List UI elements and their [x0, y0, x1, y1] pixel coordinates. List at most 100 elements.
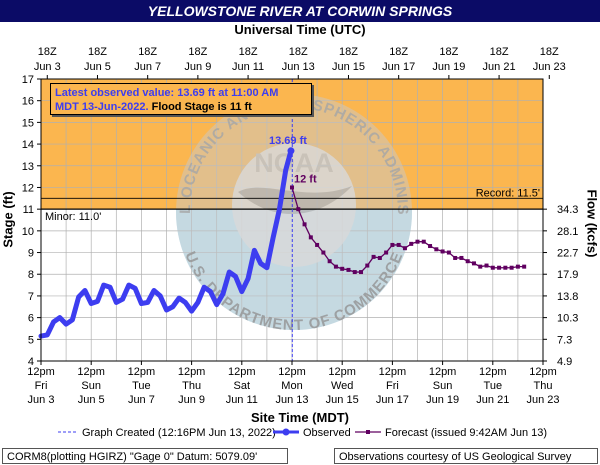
bottom-tick-label-date: Jun 9 — [178, 394, 205, 406]
forecast-point — [321, 250, 326, 255]
observed-series-line — [38, 148, 294, 339]
footer-datum: CORM8(plotting HGIRZ) "Gage 0" Datum: 50… — [2, 448, 288, 464]
bottom-tick-label-date: Jun 11 — [226, 394, 258, 406]
top-tick-label-time: 18Z — [490, 46, 509, 58]
top-tick-label-date: Jun 13 — [282, 61, 315, 73]
bottom-tick-label-date: Jun 5 — [78, 394, 105, 406]
y2-axis-title: Flow (kcfs) — [584, 189, 600, 258]
latest-observed-info-box: Latest observed value: 13.69 ft at 11:00… — [50, 83, 312, 115]
bottom-tick-label-date: Jun 7 — [128, 394, 155, 406]
forecast-point — [434, 247, 439, 252]
forecast-point — [371, 254, 376, 259]
y2-tick-label: 10.3 — [557, 313, 578, 325]
bottom-tick-label-date: Jun 13 — [275, 394, 308, 406]
bottom-tick-label-time: 12pm — [379, 366, 407, 378]
bottom-tick-label-date: Jun 17 — [376, 394, 409, 406]
forecast-point — [377, 255, 382, 260]
observed-latest-point — [287, 147, 295, 155]
bottom-tick-label-day: Sun — [81, 380, 101, 392]
bottom-tick-label-day: Mon — [281, 380, 302, 392]
bottom-tick-label-time: 12pm — [27, 366, 55, 378]
forecast-point — [440, 249, 445, 254]
forecast-point — [340, 266, 345, 271]
top-tick-label-date: Jun 23 — [533, 61, 566, 73]
forecast-point — [522, 264, 527, 269]
bottom-tick-label-date: Jun 15 — [326, 394, 359, 406]
bottom-tick-label-date: Jun 19 — [426, 394, 459, 406]
bottom-tick-label-day: Fri — [386, 380, 399, 392]
forecast-point — [490, 265, 495, 270]
top-tick-label-date: Jun 9 — [184, 61, 211, 73]
bottom-tick-label-date: Jun 3 — [28, 394, 55, 406]
forecast-point — [515, 264, 520, 269]
forecast-point — [503, 265, 508, 270]
y-tick-label: 17 — [22, 74, 34, 86]
y2-tick-label: 4.9 — [557, 356, 572, 368]
y-tick-label: 13 — [22, 161, 34, 173]
bottom-tick-label-time: 12pm — [178, 366, 206, 378]
forecast-point — [409, 241, 414, 246]
bottom-tick-label-date: Jun 21 — [476, 394, 509, 406]
bottom-tick-label-time: 12pm — [228, 366, 256, 378]
bottom-tick-label-date: Jun 23 — [526, 394, 559, 406]
top-tick-label-date: Jun 15 — [332, 61, 365, 73]
y-tick-label: 10 — [22, 226, 34, 238]
chart-title: YELLOWSTONE RIVER AT CORWIN SPRINGS — [0, 0, 600, 22]
forecast-point — [497, 265, 502, 270]
y-tick-label: 8 — [28, 269, 34, 281]
y-tick-label: 5 — [28, 334, 34, 346]
legend-forecast-marker — [366, 430, 370, 434]
forecast-point — [290, 185, 294, 190]
top-tick-label-date: Jun 19 — [432, 61, 465, 73]
forecast-crest-label: 12 ft — [294, 173, 317, 185]
noaa-seal-lower-fill — [176, 209, 412, 330]
top-tick-label-date: Jun 5 — [84, 61, 111, 73]
y-tick-label: 15 — [22, 117, 34, 129]
y2-tick-label: 17.9 — [557, 269, 578, 281]
forecast-point — [327, 259, 332, 264]
bottom-tick-label-day: Sun — [433, 380, 453, 392]
forecast-point — [384, 250, 389, 255]
y2-tick-label: 13.8 — [557, 291, 578, 303]
bottom-tick-label-time: 12pm — [278, 366, 306, 378]
top-tick-label-time: 18Z — [389, 46, 408, 58]
bottom-tick-label-time: 12pm — [77, 366, 105, 378]
y-tick-label: 4 — [28, 356, 34, 368]
forecast-point — [365, 263, 370, 268]
top-tick-label-time: 18Z — [88, 46, 107, 58]
forecast-point — [415, 239, 420, 244]
minor-stage-label: Minor: 11.0' — [45, 211, 101, 223]
info-date: MDT 13-Jun-2022. — [55, 101, 149, 113]
forecast-point — [465, 259, 470, 264]
bottom-tick-label-day: Thu — [182, 380, 201, 392]
forecast-point — [478, 264, 483, 269]
top-tick-label-time: 18Z — [339, 46, 358, 58]
top-tick-label-date: Jun 17 — [382, 61, 415, 73]
bottom-tick-label-day: Sat — [234, 380, 251, 392]
bottom-tick-label-day: Thu — [534, 380, 553, 392]
top-tick-label-time: 18Z — [188, 46, 207, 58]
bottom-tick-label-day: Wed — [331, 380, 353, 392]
bottom-tick-label-time: 12pm — [128, 366, 156, 378]
legend-created-label: Graph Created (12:16PM Jun 13, 2022) — [82, 427, 276, 439]
forecast-point — [315, 242, 320, 247]
forecast-point — [428, 244, 433, 249]
top-tick-label-date: Jun 7 — [134, 61, 161, 73]
forecast-point — [453, 255, 458, 260]
forecast-point — [302, 222, 307, 227]
top-tick-label-time: 18Z — [540, 46, 559, 58]
forecast-point — [352, 270, 357, 275]
bottom-tick-label-day: Tue — [132, 380, 151, 392]
legend-observed-label: Observed — [303, 427, 351, 439]
forecast-point — [471, 261, 476, 266]
forecast-point — [396, 242, 401, 247]
top-tick-label-time: 18Z — [289, 46, 308, 58]
bottom-tick-label-time: 12pm — [429, 366, 457, 378]
top-tick-label-time: 18Z — [239, 46, 258, 58]
forecast-point — [484, 263, 489, 268]
top-axis-title: Universal Time (UTC) — [234, 22, 366, 37]
noaa-logo-text: NOAA — [254, 148, 334, 178]
top-tick-label-time: 18Z — [439, 46, 458, 58]
y-tick-label: 9 — [28, 248, 34, 260]
